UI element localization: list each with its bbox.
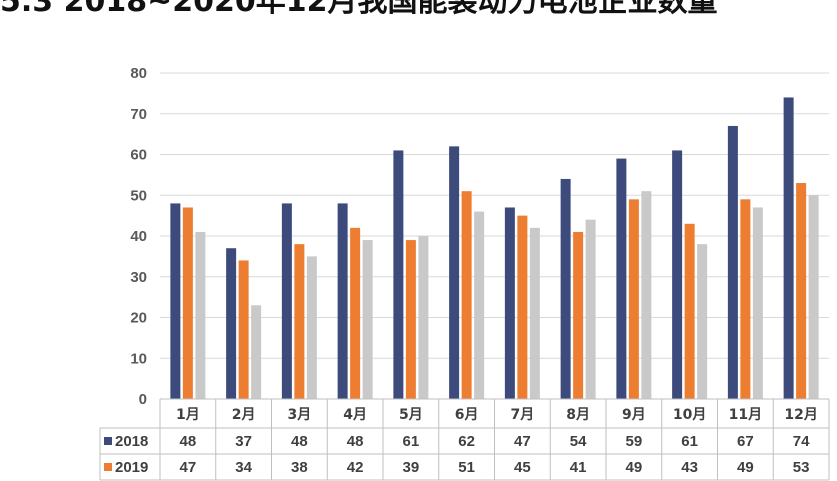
x-tick-label: 11月 — [729, 407, 762, 423]
table-value: 48 — [347, 433, 364, 450]
legend-swatch — [104, 463, 112, 471]
bar — [504, 207, 515, 399]
bar — [628, 199, 639, 399]
table-value: 74 — [793, 433, 810, 450]
y-tick-label: 60 — [130, 147, 147, 164]
bar — [641, 191, 652, 399]
x-tick-label: 4月 — [343, 407, 367, 423]
y-tick-label: 80 — [130, 65, 147, 82]
y-tick-label: 70 — [130, 106, 147, 123]
bar — [393, 150, 404, 399]
table-value: 67 — [737, 433, 754, 450]
bar — [727, 125, 738, 399]
bar — [362, 240, 373, 399]
table-value: 54 — [570, 433, 587, 450]
table-value: 45 — [514, 459, 531, 476]
y-tick-label: 50 — [130, 187, 147, 204]
bar — [238, 260, 249, 399]
y-tick-label: 10 — [130, 350, 147, 367]
table-value: 43 — [681, 459, 698, 476]
table-value: 61 — [403, 433, 420, 450]
table-value: 42 — [347, 459, 364, 476]
table-value: 61 — [681, 433, 698, 450]
bar — [684, 223, 695, 399]
bar — [585, 219, 596, 399]
table-value: 37 — [235, 433, 252, 450]
table-value: 47 — [514, 433, 531, 450]
x-tick-label: 5月 — [399, 407, 423, 423]
bar — [405, 240, 416, 399]
legend-swatch — [104, 437, 112, 445]
bar — [796, 183, 807, 399]
bar — [474, 211, 485, 399]
table-value: 39 — [403, 459, 420, 476]
x-tick-label: 7月 — [511, 407, 535, 423]
bar — [740, 199, 751, 399]
table-value: 51 — [458, 459, 475, 476]
bars — [170, 97, 819, 399]
bar — [226, 248, 237, 399]
bar — [418, 236, 429, 399]
legend-label: 2019 — [115, 459, 148, 476]
bar — [195, 231, 206, 399]
table-value: 48 — [291, 433, 308, 450]
table-value: 47 — [180, 459, 197, 476]
y-tick-label: 20 — [130, 310, 147, 327]
x-tick-label: 1月 — [176, 407, 200, 423]
table-value: 59 — [626, 433, 643, 450]
x-tick-label: 8月 — [566, 407, 590, 423]
bar — [170, 203, 181, 399]
table-value: 34 — [235, 459, 252, 476]
bar — [672, 150, 683, 399]
bar — [697, 244, 708, 399]
bar — [752, 207, 763, 399]
data-table: 1月 2月 3月 4月 5月 6月 7月 8月 9月 10月 11月 12月 2018 48 37 48 48 6… — [99, 398, 830, 481]
bar — [306, 256, 317, 399]
table-value: 53 — [793, 459, 810, 476]
x-tick-label: 9月 — [622, 407, 646, 423]
x-tick-label: 2月 — [232, 407, 256, 423]
bar — [616, 158, 627, 399]
x-tick-label: 6月 — [455, 407, 479, 423]
bar — [783, 97, 794, 399]
y-tick-label: 30 — [130, 269, 147, 286]
bar — [294, 244, 305, 399]
y-tick-label: 0 — [139, 391, 147, 408]
bar — [350, 227, 361, 399]
bar — [281, 203, 292, 399]
bar — [182, 207, 193, 399]
page-title: 5.3 2018~2020年12月我国能装动力电池企业数量 — [0, 0, 718, 19]
table-value: 38 — [291, 459, 308, 476]
bar — [808, 195, 819, 399]
gridlines — [160, 72, 829, 359]
table-value: 48 — [180, 433, 197, 450]
table-value: 49 — [626, 459, 643, 476]
bar — [251, 305, 262, 399]
bar — [560, 178, 571, 399]
bar — [449, 146, 460, 399]
x-tick-label: 3月 — [288, 407, 312, 423]
legend-label: 2018 — [115, 433, 148, 450]
bar — [517, 215, 528, 399]
y-axis-ticks: 0 10 20 30 40 50 60 70 80 — [130, 65, 147, 408]
bar — [461, 191, 472, 399]
x-tick-label: 10月 — [673, 407, 706, 423]
table-value: 62 — [458, 433, 475, 450]
bar — [573, 231, 584, 399]
table-value: 49 — [737, 459, 754, 476]
x-tick-label: 12月 — [784, 407, 817, 423]
bar — [337, 203, 348, 399]
y-tick-label: 40 — [130, 228, 147, 245]
bar — [529, 227, 540, 399]
table-value: 41 — [570, 459, 587, 476]
